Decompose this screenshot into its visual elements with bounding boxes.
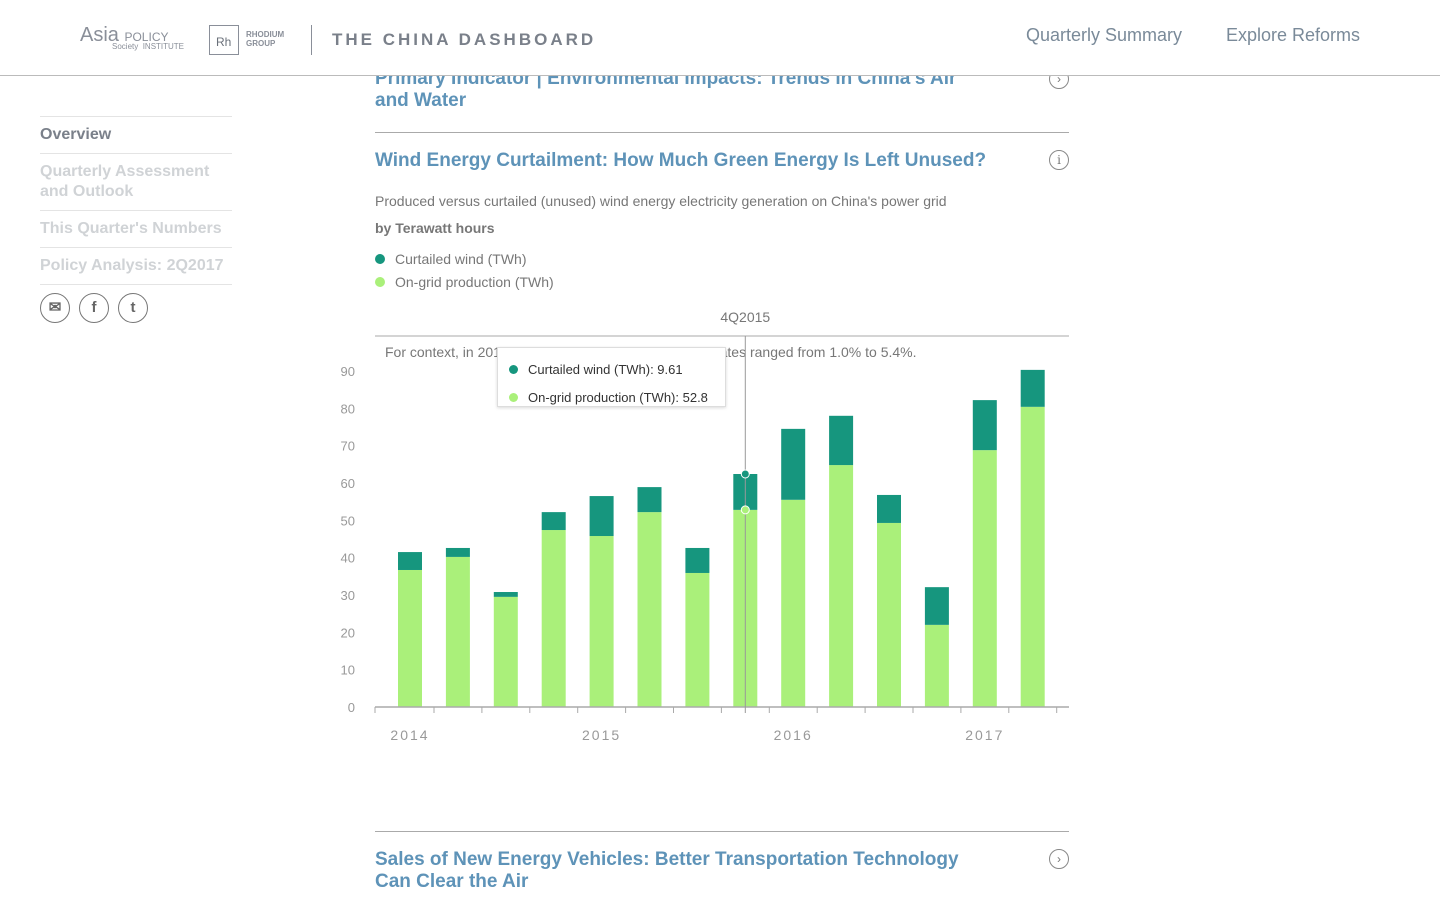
twitter-icon[interactable]: t [118, 293, 148, 323]
chart-subtitle: Produced versus curtailed (unused) wind … [375, 193, 947, 209]
x-tick-label: 2014 [390, 727, 429, 743]
logo-text: POLICY [124, 30, 169, 44]
x-tick-label: 2016 [774, 727, 813, 743]
header: Asia POLICY Society INSTITUTE Rh RHODIUM G… [0, 0, 1440, 76]
sidebar-item-overview[interactable]: Overview [40, 116, 232, 153]
bar-curtailed-3Q2016 [877, 494, 901, 523]
bar-curtailed-4Q2014 [541, 512, 566, 531]
logo-text: Asia [80, 24, 119, 46]
y-tick-label: 60 [341, 476, 355, 491]
sidebar-item-assessment[interactable]: Quarterly Assessment and Outlook [40, 153, 232, 210]
bar-curtailed-3Q2014 [493, 592, 518, 597]
legend-label: Curtailed wind (TWh) [395, 251, 527, 267]
asia-society-logo[interactable]: Asia POLICY Society INSTITUTE [80, 24, 184, 51]
bar-ongrid-4Q2016 [924, 624, 949, 707]
hover-label: 4Q2015 [720, 309, 770, 325]
nav-explore-reforms[interactable]: Explore Reforms [1226, 25, 1361, 45]
hover-point-ongrid [740, 505, 750, 515]
chart-title: Wind Energy Curtailment: How Much Green … [375, 150, 987, 171]
y-tick-label: 20 [341, 625, 355, 640]
email-icon[interactable]: ✉ [40, 293, 70, 323]
bar-ongrid-3Q2016 [877, 522, 901, 707]
rhodium-text: RHODIUM GROUP [246, 30, 284, 48]
divider [375, 831, 1069, 832]
tooltip-dot [509, 365, 518, 374]
bar-curtailed-4Q2016 [924, 587, 949, 625]
tooltip-text: Curtailed wind (TWh): 9.61 [528, 362, 683, 377]
sidebar: Overview Quarterly Assessment and Outloo… [40, 116, 232, 285]
nav-quarterly-summary[interactable]: Quarterly Summary [1026, 25, 1183, 45]
y-tick-label: 50 [341, 513, 355, 528]
hover-point-curtailed [740, 469, 750, 479]
y-tick-label: 40 [341, 551, 355, 566]
bar-curtailed-1Q2014 [398, 552, 422, 570]
tooltip-dot [509, 393, 518, 402]
legend-dot [375, 254, 385, 264]
y-tick-label: 90 [341, 364, 355, 379]
site-title[interactable]: THE CHINA DASHBOARD [332, 30, 597, 49]
bar-ongrid-2Q2015 [637, 512, 662, 707]
sidebar-item-numbers[interactable]: This Quarter's Numbers [40, 210, 232, 247]
divider [375, 132, 1069, 133]
facebook-icon[interactable]: f [79, 293, 109, 323]
unit-label: by Terawatt hours [375, 220, 495, 236]
x-tick-label: 2017 [965, 727, 1004, 743]
rhodium-logo[interactable]: Rh [209, 25, 239, 55]
sidebar-item-policy[interactable]: Policy Analysis: 2Q2017 [40, 247, 232, 285]
bar-curtailed-1Q2015 [589, 496, 614, 537]
chevron-right-icon[interactable]: › [1049, 849, 1069, 869]
tooltip-text: On-grid production (TWh): 52.8 [528, 390, 708, 405]
y-tick-label: 30 [341, 588, 355, 603]
logo-text: RHODIUM [246, 30, 285, 39]
bar-curtailed-1Q2017 [972, 400, 997, 451]
bar-curtailed-1Q2016 [781, 428, 806, 500]
bar-curtailed-2Q2017 [1020, 369, 1045, 407]
bar-ongrid-1Q2014 [398, 569, 422, 707]
x-tick-label: 2015 [582, 727, 621, 743]
bar-curtailed-2Q2016 [829, 415, 854, 466]
tooltip: Curtailed wind (TWh): 9.61 On-grid produ… [497, 347, 726, 407]
tooltip-line: On-grid production (TWh): 52.8 [509, 384, 725, 412]
divider [311, 25, 312, 55]
legend-label: On-grid production (TWh) [395, 274, 554, 290]
logo-text: Society [112, 42, 139, 51]
y-tick-label: 0 [348, 700, 355, 715]
bar-ongrid-2Q2014 [445, 556, 470, 707]
legend-dot [375, 277, 385, 287]
bar-ongrid-3Q2014 [493, 596, 518, 707]
bar-ongrid-4Q2014 [541, 530, 566, 707]
y-tick-label: 80 [341, 401, 355, 416]
y-tick-label: 10 [341, 663, 355, 678]
info-icon[interactable]: i [1049, 150, 1069, 170]
legend-curtailed[interactable]: Curtailed wind (TWh) [375, 251, 526, 267]
y-tick-label: 70 [341, 439, 355, 454]
tooltip-line: Curtailed wind (TWh): 9.61 [509, 356, 725, 384]
bar-ongrid-1Q2015 [589, 536, 614, 707]
bar-ongrid-2Q2017 [1020, 406, 1045, 707]
legend-ongrid[interactable]: On-grid production (TWh) [375, 274, 554, 290]
logo-text: INSTITUTE [142, 42, 185, 51]
bar-curtailed-2Q2014 [445, 547, 470, 557]
next-section-title[interactable]: Sales of New Energy Vehicles: Better Tra… [375, 849, 959, 892]
bar-ongrid-2Q2016 [829, 465, 854, 707]
logo-text: GROUP [246, 39, 276, 48]
bar-ongrid-1Q2016 [781, 499, 806, 707]
bar-curtailed-2Q2015 [637, 487, 662, 513]
bar-ongrid-3Q2015 [685, 572, 710, 707]
bar-curtailed-3Q2015 [685, 547, 710, 573]
bar-ongrid-1Q2017 [972, 450, 997, 707]
